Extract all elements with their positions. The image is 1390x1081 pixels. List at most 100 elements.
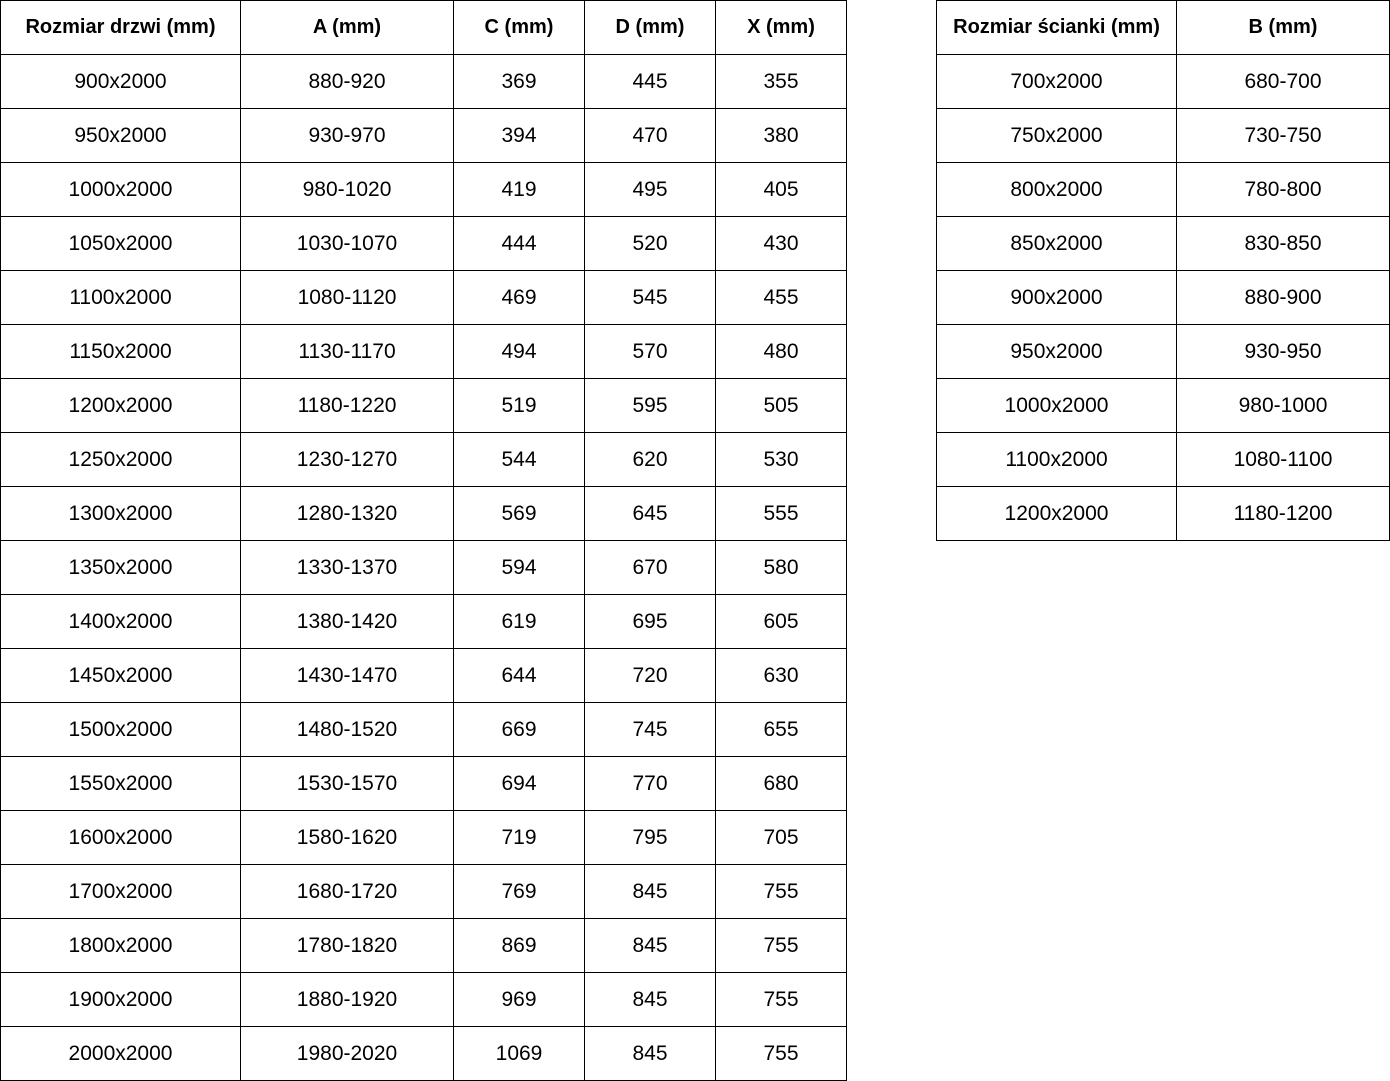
- table-cell: 519: [453, 378, 585, 433]
- table-cell: 1069: [453, 1026, 585, 1081]
- table-cell: 545: [584, 270, 716, 325]
- table-row: 1550x2000 1530-1570 694 770 680: [0, 756, 847, 811]
- table-row: 1200x2000 1180-1220 519 595 505: [0, 378, 847, 433]
- table-cell: 1000x2000: [936, 378, 1177, 433]
- table-cell: 505: [715, 378, 847, 433]
- table-cell: 930-950: [1176, 324, 1390, 379]
- table-cell: 1550x2000: [0, 756, 241, 811]
- table-cell: 845: [584, 918, 716, 973]
- table-cell: 670: [584, 540, 716, 595]
- table-row: 1900x2000 1880-1920 969 845 755: [0, 972, 847, 1027]
- table-cell: 455: [715, 270, 847, 325]
- table-cell: 880-920: [240, 54, 454, 109]
- table-cell: 469: [453, 270, 585, 325]
- table-cell: 595: [584, 378, 716, 433]
- table-cell: 620: [584, 432, 716, 487]
- wall-panel-size-table: Rozmiar ścianki (mm) B (mm) 700x2000 680-70…: [936, 0, 1390, 541]
- table-cell: 830-850: [1176, 216, 1390, 271]
- table-cell: 1380-1420: [240, 594, 454, 649]
- table-cell: 445: [584, 54, 716, 109]
- table-cell: 1450x2000: [0, 648, 241, 703]
- table-cell: 694: [453, 756, 585, 811]
- table-cell: 555: [715, 486, 847, 541]
- table-cell: 755: [715, 918, 847, 973]
- table-row: 1450x2000 1430-1470 644 720 630: [0, 648, 847, 703]
- table-cell: 1780-1820: [240, 918, 454, 973]
- table-row: 1150x2000 1130-1170 494 570 480: [0, 324, 847, 379]
- table-cell: 530: [715, 432, 847, 487]
- column-header: D (mm): [584, 0, 716, 55]
- table-row: 700x2000 680-700: [936, 54, 1390, 109]
- table-cell: 845: [584, 1026, 716, 1081]
- table-row: 1100x2000 1080-1120 469 545 455: [0, 270, 847, 325]
- table-cell: 770: [584, 756, 716, 811]
- table-cell: 1530-1570: [240, 756, 454, 811]
- table-cell: 680-700: [1176, 54, 1390, 109]
- table-row: 1000x2000 980-1000: [936, 378, 1390, 433]
- table-cell: 1130-1170: [240, 324, 454, 379]
- table-cell: 419: [453, 162, 585, 217]
- column-header: Rozmiar drzwi (mm): [0, 0, 241, 55]
- table-cell: 755: [715, 972, 847, 1027]
- table-cell: 980-1020: [240, 162, 454, 217]
- table-cell: 1330-1370: [240, 540, 454, 595]
- table-cell: 355: [715, 54, 847, 109]
- table-cell: 470: [584, 108, 716, 163]
- table-cell: 605: [715, 594, 847, 649]
- table-cell: 655: [715, 702, 847, 757]
- table-cell: 1080-1120: [240, 270, 454, 325]
- table-cell: 700x2000: [936, 54, 1177, 109]
- table-row: 850x2000 830-850: [936, 216, 1390, 271]
- table-cell: 1500x2000: [0, 702, 241, 757]
- table-row: 1100x2000 1080-1100: [936, 432, 1390, 487]
- table-cell: 1100x2000: [0, 270, 241, 325]
- table-cell: 1800x2000: [0, 918, 241, 973]
- table-cell: 1400x2000: [0, 594, 241, 649]
- table-row: 1350x2000 1330-1370 594 670 580: [0, 540, 847, 595]
- table-cell: 780-800: [1176, 162, 1390, 217]
- table-cell: 644: [453, 648, 585, 703]
- table-row: 1050x2000 1030-1070 444 520 430: [0, 216, 847, 271]
- table-cell: 2000x2000: [0, 1026, 241, 1081]
- table-cell: 1200x2000: [0, 378, 241, 433]
- table-cell: 1180-1200: [1176, 486, 1390, 541]
- table-cell: 730-750: [1176, 108, 1390, 163]
- table-cell: 444: [453, 216, 585, 271]
- table-row: 1300x2000 1280-1320 569 645 555: [0, 486, 847, 541]
- table-cell: 619: [453, 594, 585, 649]
- table-cell: 1030-1070: [240, 216, 454, 271]
- table-cell: 755: [715, 864, 847, 919]
- table-cell: 1250x2000: [0, 432, 241, 487]
- table-cell: 1150x2000: [0, 324, 241, 379]
- table-cell: 669: [453, 702, 585, 757]
- table-cell: 1600x2000: [0, 810, 241, 865]
- table-cell: 900x2000: [936, 270, 1177, 325]
- table-cell: 930-970: [240, 108, 454, 163]
- table-cell: 495: [584, 162, 716, 217]
- table-cell: 869: [453, 918, 585, 973]
- table-cell: 394: [453, 108, 585, 163]
- table-cell: 1980-2020: [240, 1026, 454, 1081]
- table-cell: 580: [715, 540, 847, 595]
- table-cell: 570: [584, 324, 716, 379]
- table-row: 2000x2000 1980-2020 1069 845 755: [0, 1026, 847, 1081]
- table-cell: 1180-1220: [240, 378, 454, 433]
- table-cell: 1080-1100: [1176, 432, 1390, 487]
- table-cell: 880-900: [1176, 270, 1390, 325]
- table-cell: 1000x2000: [0, 162, 241, 217]
- header-row: Rozmiar drzwi (mm) A (mm) C (mm) D (mm) X (m…: [0, 0, 847, 55]
- table-row: 1200x2000 1180-1200: [936, 486, 1390, 541]
- table-cell: 755: [715, 1026, 847, 1081]
- table-row: 900x2000 880-920 369 445 355: [0, 54, 847, 109]
- table-cell: 769: [453, 864, 585, 919]
- table-cell: 705: [715, 810, 847, 865]
- column-header: Rozmiar ścianki (mm): [936, 0, 1177, 55]
- table-cell: 845: [584, 972, 716, 1027]
- table-cell: 980-1000: [1176, 378, 1390, 433]
- column-header: A (mm): [240, 0, 454, 55]
- table-cell: 1300x2000: [0, 486, 241, 541]
- door-size-table: Rozmiar drzwi (mm) A (mm) C (mm) D (mm) X (m…: [0, 0, 847, 1081]
- table-cell: 1900x2000: [0, 972, 241, 1027]
- table-row: 900x2000 880-900: [936, 270, 1390, 325]
- table-cell: 1050x2000: [0, 216, 241, 271]
